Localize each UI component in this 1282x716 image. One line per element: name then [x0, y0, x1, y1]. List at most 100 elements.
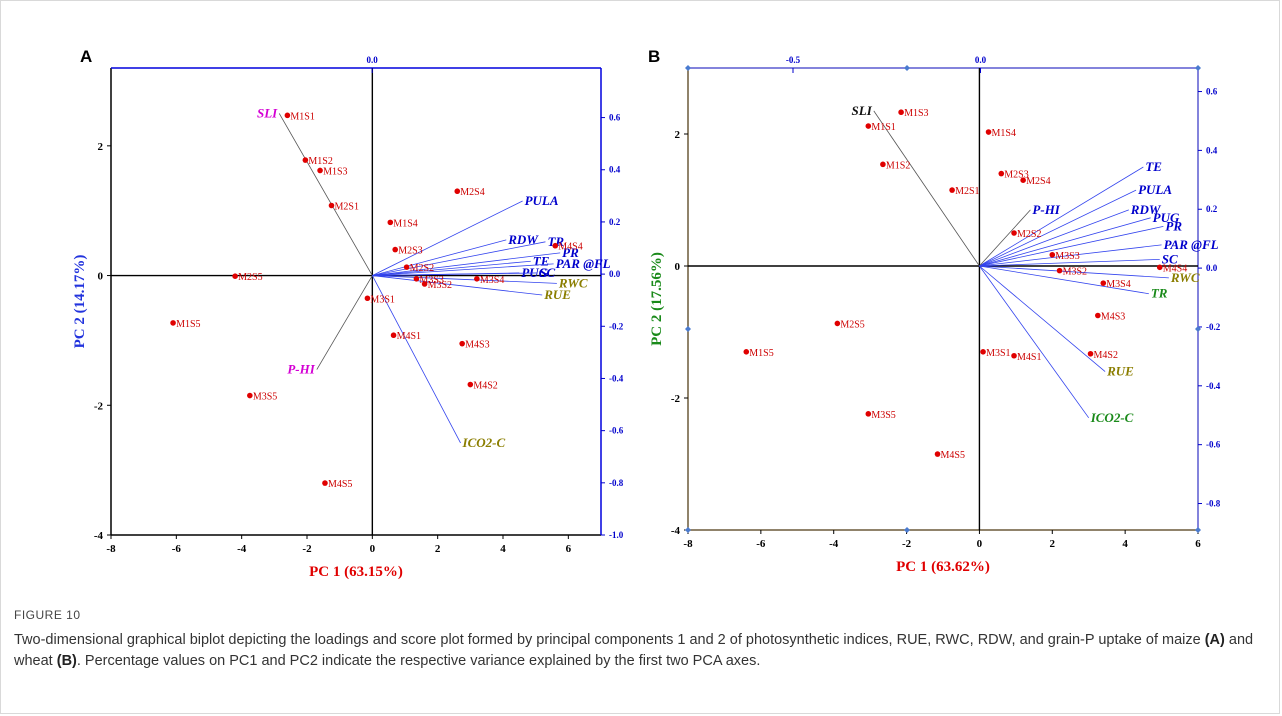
caption-part-3: . Percentage values on PC1 and PC2 indic…	[76, 653, 761, 669]
panel-a-right-tick-label: -0.2	[609, 321, 624, 331]
panel-a-loading-vector	[372, 275, 557, 284]
panel-a-score-label: M2S3	[398, 246, 422, 257]
panel-b-score-point	[898, 109, 904, 116]
panel-a-top-tick-label: 0.0	[367, 55, 379, 65]
panel-b-score-label: M4S5	[941, 450, 965, 461]
panel-a-score-point	[403, 264, 410, 270]
panel-b-axis-marker	[685, 65, 691, 71]
panel-b-loading-label: PULA	[1138, 182, 1172, 197]
panel-b-loading-label: TR	[1151, 286, 1168, 301]
panel-b-loading-label: ICO2-C	[1090, 410, 1134, 425]
panel-b-score-label: M4S3	[1101, 312, 1125, 323]
panel-a-x-tick-label: 6	[566, 543, 572, 555]
panel-b-loading-vector	[979, 189, 1137, 267]
panel-a-loading-vector	[372, 272, 538, 276]
panel-b-right-tick-label: -0.2	[1206, 322, 1221, 332]
panel-b-score-point	[834, 320, 841, 327]
panel-b-loading-label: RWC	[1170, 270, 1200, 285]
panel-b-score-point	[1011, 230, 1017, 236]
panel-a-loading-vector	[278, 113, 373, 276]
panel-a-score-point	[364, 295, 371, 302]
panel-b-axis-marker	[904, 65, 910, 71]
panel-a-loading-vector	[372, 239, 507, 276]
panel-a-loading-vector	[372, 260, 531, 276]
panel-b-loading-vector	[873, 110, 980, 267]
panel-a-panel-letter: A	[80, 47, 92, 66]
panel-a-score-point	[552, 242, 559, 249]
panel-a-y-tick-label: 2	[98, 141, 104, 153]
panel-b-loading-vector	[979, 259, 1160, 267]
panel-a-biplot: A -8 -6 -4 -2 0 2 4 6 -4 -2 0 2 0.0 0.6 0.4 0.2 0.0 -0.2 -0…	[72, 47, 624, 580]
panel-b-loading-vector	[979, 209, 1129, 267]
panel-a-score-point	[392, 246, 399, 253]
panel-b-score-label: M3S5	[871, 410, 895, 421]
panel-b-score-point	[1020, 177, 1026, 183]
panel-b-right-tick-label: -0.6	[1206, 440, 1221, 450]
panel-a-score-label: M4S2	[473, 381, 497, 392]
panel-a-x-tick-label: 0	[370, 543, 376, 555]
panel-b-x-tick-label: -6	[756, 538, 766, 550]
panel-b-score-point	[865, 411, 872, 417]
panel-a-loading-label: RDW	[507, 232, 539, 247]
panel-a-loading-vector	[372, 200, 523, 276]
panel-a-loading-vector	[372, 263, 554, 276]
panel-a-score-label: M4S4	[558, 242, 582, 253]
panel-b-loading-label: PUG	[1153, 210, 1180, 225]
panel-b-x-tick-label: -4	[829, 538, 839, 550]
panel-a-loading-vector	[371, 275, 461, 444]
panel-b-axis-marker	[1195, 527, 1201, 533]
panel-a-loading-label: PUG	[521, 265, 548, 280]
panel-a-loading-label: P-HI	[287, 362, 315, 377]
panel-a-score-label: M2S4	[460, 187, 484, 198]
panel-b-score-point	[1087, 350, 1094, 357]
panel-a-loading-label: PULA	[525, 193, 559, 208]
panel-a-score-label: M3S1	[370, 294, 394, 305]
panel-a-x-tick-label: -8	[106, 543, 116, 555]
figure-caption: Two-dimensional graphical biplot depicti…	[14, 630, 1264, 672]
panel-a-score-point	[387, 219, 394, 226]
panel-a-score-label: M4S1	[397, 331, 421, 342]
panel-a-right-tick-label: 0.2	[609, 217, 621, 227]
panel-a-loading-vector	[372, 241, 546, 276]
panel-a-score-label: M2S5	[238, 272, 262, 283]
panel-b-score-label: M2S4	[1026, 176, 1050, 187]
panel-b-x-tick-label: 0	[977, 538, 983, 550]
panel-b-score-point	[949, 187, 955, 193]
panel-a-loading-label: TR	[547, 234, 564, 249]
panel-a-loading-label: PAR @FL	[556, 256, 611, 271]
panel-a-score-label: M3S5	[253, 392, 277, 403]
panel-a-right-tick-label: 0.0	[609, 269, 621, 279]
panel-b-score-label: M3S1	[986, 348, 1010, 359]
panel-b-score-point	[980, 349, 986, 355]
panel-b-right-tick-label: 0.0	[1206, 263, 1218, 273]
panel-b-x-tick-label: 4	[1122, 538, 1128, 550]
panel-b-score-point	[998, 170, 1005, 177]
panel-b-loading-label: SC	[1162, 251, 1178, 266]
panel-b-biplot: B -8 -6 -4 -2 0 2 4 6 -4 -2 0 2 -0.5 0.0 0.6 0.4 0.2 0.0 -0…	[648, 47, 1221, 575]
panel-b-loading-label: RDW	[1130, 202, 1162, 217]
panel-b-right-tick-label: 0.4	[1206, 145, 1218, 155]
panel-b-axis-marker	[1195, 326, 1201, 332]
panel-a-right-tick-label: -1.0	[609, 530, 624, 540]
panel-a-score-label: M4S3	[465, 340, 489, 351]
panel-a-score-label: M2S2	[410, 263, 434, 274]
panel-a-score-point	[413, 275, 420, 282]
panel-a-score-point	[459, 340, 465, 347]
panel-a-right-tick-label: -0.4	[609, 373, 624, 383]
panel-b-top-tick-label: 0.0	[975, 55, 987, 65]
panel-b-right-tick-label: -0.4	[1206, 381, 1221, 391]
panel-b-right-tick-label: 0.6	[1206, 87, 1218, 97]
panel-b-panel-letter: B	[648, 47, 660, 66]
panel-a-score-label: M3S4	[480, 275, 504, 286]
panel-a-score-point	[170, 320, 176, 326]
panel-a-x-tick-label: -2	[302, 543, 312, 555]
panel-b-score-label: M4S1	[1017, 352, 1041, 363]
panel-b-x-tick-label: 2	[1050, 538, 1056, 550]
panel-b-score-point	[880, 161, 886, 168]
panel-b-score-label: M1S4	[992, 128, 1016, 139]
panel-b-loading-vector	[979, 265, 1090, 419]
panel-a-loading-label: RWC	[558, 275, 588, 290]
panel-a-score-label: M3S3	[419, 275, 443, 286]
panel-b-loading-vector	[979, 209, 1031, 267]
panel-a-y-tick-label: -4	[94, 530, 104, 542]
